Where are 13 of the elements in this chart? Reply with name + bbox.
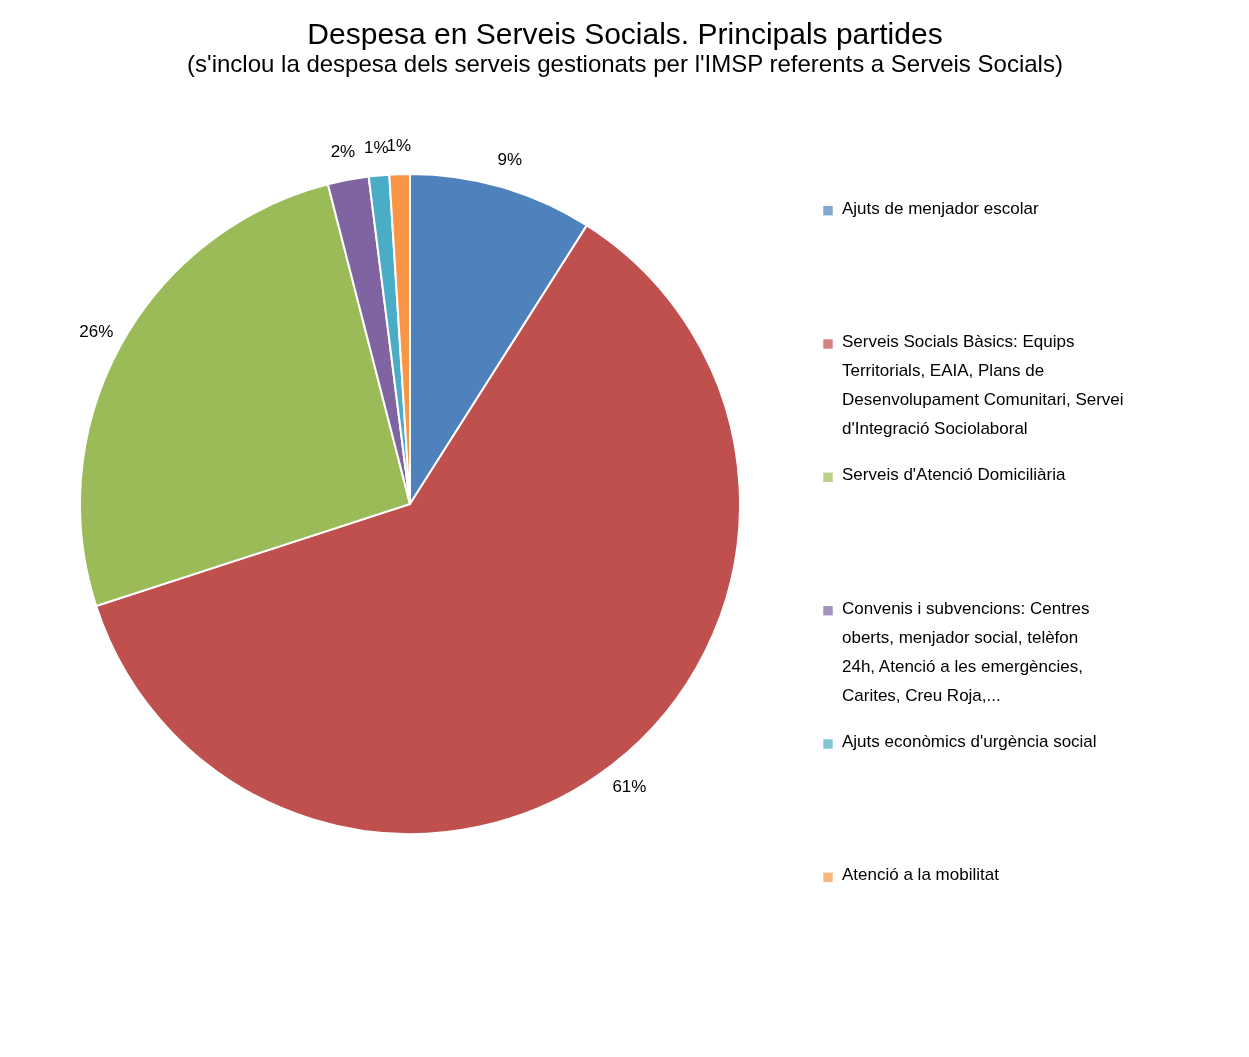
chart-title: Despesa en Serveis Socials. Principals partides bbox=[307, 17, 943, 51]
legend-label: Serveis d'Atenció Domiciliària bbox=[842, 465, 1066, 485]
data-label: 9% bbox=[497, 150, 523, 170]
legend-label: Atenció a la mobilitat bbox=[842, 865, 1000, 885]
legend-label: Ajuts de menjador escolar bbox=[842, 198, 1039, 218]
legend-label: Serveis Socials Bàsics: Equips Territorials, EAIA, Plans de Desenvolupament Comunitari, Servei d'Integració Sociolaboral bbox=[842, 332, 1124, 438]
legend-label: Convenis i subvencions: Centres oberts, menjador social, telèfon 24h, Atenció a les emergències, Carites, Creu Roja,... bbox=[842, 598, 1090, 705]
data-label: 61% bbox=[612, 776, 647, 796]
data-label: 26% bbox=[79, 321, 114, 341]
legend-label: Ajuts econòmics d'urgència social bbox=[842, 732, 1097, 751]
data-label: 1% bbox=[364, 137, 389, 157]
chart-subtitle: (s'inclou la despesa dels serveis gestionats per l'IMSP referents a Serveis Socials) bbox=[187, 50, 1063, 78]
data-label: 2% bbox=[330, 142, 356, 162]
